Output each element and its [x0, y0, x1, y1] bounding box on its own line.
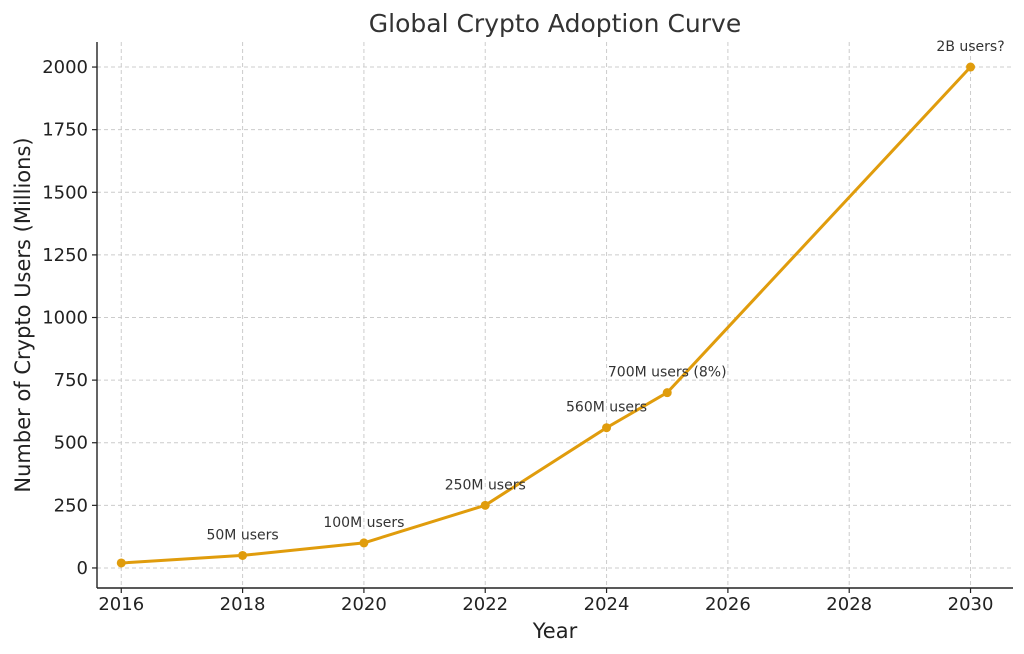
series-line: [119, 65, 972, 565]
annotations: 50M users 100M users 250M users 560M users 7…: [206, 39, 1004, 543]
grid: [97, 42, 1013, 588]
x-tick-label: 2020: [341, 594, 387, 615]
data-annotation: 250M users: [445, 477, 526, 493]
data-annotation: 2B users?: [936, 39, 1004, 55]
x-tick-label: 2018: [220, 594, 266, 615]
data-point: [966, 62, 976, 72]
data-annotation: 700M users (8%): [608, 365, 727, 381]
data-point: [116, 558, 126, 568]
series: [116, 62, 976, 568]
x-tick-label: 2030: [948, 594, 994, 615]
y-tick-label: 250: [54, 495, 88, 516]
y-tick-label: 1000: [42, 308, 88, 329]
data-point: [602, 423, 612, 433]
data-annotation: 100M users: [323, 515, 404, 531]
y-tick-label: 1500: [42, 182, 88, 203]
data-annotation: 50M users: [206, 527, 278, 543]
y-tick-label: 1250: [42, 245, 88, 266]
x-tick-label: 2024: [584, 594, 630, 615]
y-tick-label: 500: [54, 433, 88, 454]
data-point: [662, 388, 672, 398]
y-tick-label: 750: [54, 370, 88, 391]
y-tick-label: 1750: [42, 120, 88, 141]
axes: [96, 42, 1013, 589]
x-tick-label: 2022: [462, 594, 508, 615]
data-point: [359, 538, 369, 548]
x-axis-label: Year: [532, 619, 578, 643]
y-axis-label: Number of Crypto Users (Millions): [11, 137, 35, 492]
data-annotation: 560M users: [566, 400, 647, 416]
data-point: [480, 500, 490, 510]
y-tick-label: 2000: [42, 57, 88, 78]
x-tick-label: 2016: [98, 594, 144, 615]
chart-title: Global Crypto Adoption Curve: [369, 9, 741, 38]
ticks: 2016 2018 2020 2022 2024 2026 2028 2030 0 250 500 7…: [42, 57, 993, 615]
data-point: [238, 550, 248, 560]
x-tick-label: 2028: [826, 594, 872, 615]
y-tick-label: 0: [77, 558, 88, 579]
x-tick-label: 2026: [705, 594, 751, 615]
